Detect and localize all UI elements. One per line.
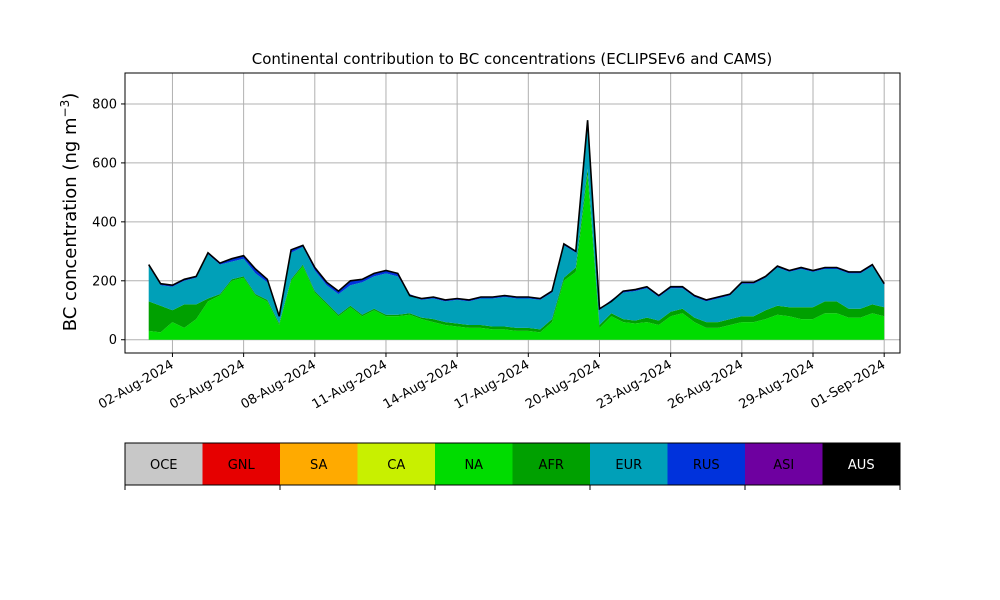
legend-label-afr: AFR	[539, 458, 564, 473]
legend-swatch-aus	[822, 443, 901, 485]
legend-swatch-gnl	[202, 443, 281, 485]
x-tick-label: 26-Aug-2024	[665, 357, 745, 412]
axes: 0 200 400 600 800 02-Aug-202405-Aug-202408-Au…	[92, 72, 901, 413]
legend-swatch-na	[435, 443, 513, 485]
x-tick-label: 23-Aug-2024	[594, 357, 674, 412]
legend-colorbar: OCE GNL SA CA NA AFR EUR RUS ASI AUS	[124, 442, 901, 490]
legend-label-rus: RUS	[693, 458, 720, 473]
legend-label-ca: CA	[387, 458, 405, 473]
x-tick-label: 11-Aug-2024	[310, 357, 390, 412]
x-tick-label: 02-Aug-2024	[96, 357, 176, 412]
x-tick-label: 17-Aug-2024	[452, 357, 532, 412]
y-tick-label: 200	[92, 274, 117, 289]
legend-label-eur: EUR	[615, 458, 642, 473]
y-tick-label: 800	[92, 97, 117, 112]
y-axis-label: BC concentration (ng m−3)	[58, 93, 81, 332]
y-tick-label: 0	[109, 333, 117, 348]
area-na	[148, 174, 885, 340]
plot-frame	[124, 72, 901, 354]
legend-label-asi: ASI	[773, 458, 794, 473]
chart-title: Continental contribution to BC concentra…	[252, 50, 773, 68]
legend-swatch-asi	[745, 443, 823, 485]
legend-swatch-sa	[280, 443, 358, 485]
x-tick-label: 29-Aug-2024	[737, 357, 817, 412]
x-tick-label: 08-Aug-2024	[238, 357, 318, 412]
area-afr	[148, 168, 885, 333]
total-line	[148, 120, 885, 317]
legend-swatch-rus	[667, 443, 746, 485]
legend-swatch-eur	[590, 443, 668, 485]
legend-label-oce: OCE	[150, 458, 178, 473]
legend-label-aus: AUS	[848, 458, 875, 473]
legend-frame	[124, 442, 901, 486]
legend-label-na: NA	[464, 458, 483, 473]
x-tick-label: 05-Aug-2024	[167, 357, 247, 412]
legend-swatch-oce	[125, 443, 203, 485]
y-tick-label: 600	[92, 156, 117, 171]
legend-label-gnl: GNL	[228, 458, 256, 473]
legend-swatch-afr	[512, 443, 591, 485]
x-tick-label: 20-Aug-2024	[523, 357, 603, 412]
stacked-areas	[148, 120, 885, 340]
legend-label-sa: SA	[310, 458, 327, 473]
legend-swatch-ca	[357, 443, 436, 485]
x-tick-label: 01-Sep-2024	[808, 357, 888, 412]
x-tick-label: 14-Aug-2024	[381, 357, 461, 412]
y-tick-label: 400	[92, 215, 117, 230]
